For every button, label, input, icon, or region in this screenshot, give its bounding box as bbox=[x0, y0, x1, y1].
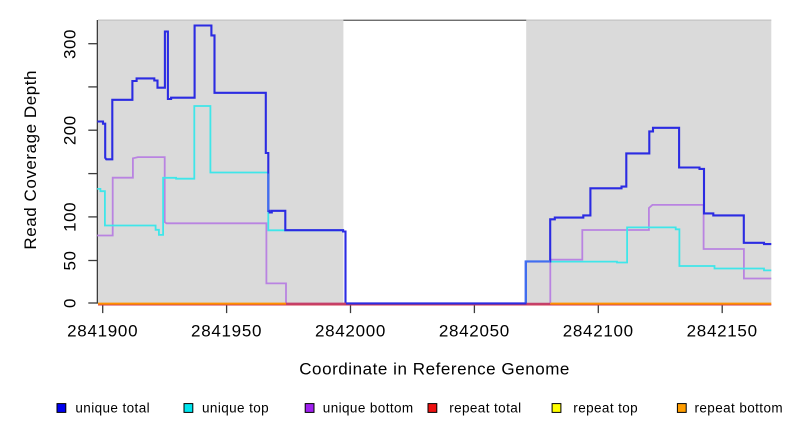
svg-text:50: 50 bbox=[61, 251, 80, 271]
svg-text:2842100: 2842100 bbox=[563, 322, 634, 341]
svg-text:2842150: 2842150 bbox=[687, 322, 758, 341]
svg-text:200: 200 bbox=[61, 115, 80, 145]
svg-text:Coordinate in Reference Genome: Coordinate in Reference Genome bbox=[299, 360, 570, 379]
svg-text:unique top: unique top bbox=[202, 400, 269, 415]
svg-text:repeat top: repeat top bbox=[573, 400, 638, 415]
svg-text:0: 0 bbox=[61, 298, 80, 308]
svg-text:300: 300 bbox=[61, 29, 80, 59]
svg-text:unique total: unique total bbox=[75, 400, 150, 415]
svg-text:100: 100 bbox=[61, 202, 80, 232]
svg-text:repeat total: repeat total bbox=[449, 400, 521, 415]
svg-text:2842050: 2842050 bbox=[439, 322, 510, 341]
svg-text:unique bottom: unique bottom bbox=[323, 400, 414, 415]
svg-text:2841950: 2841950 bbox=[191, 322, 262, 341]
svg-text:2842000: 2842000 bbox=[315, 322, 386, 341]
svg-text:Read Coverage Depth: Read Coverage Depth bbox=[21, 70, 40, 250]
svg-text:repeat bottom: repeat bottom bbox=[695, 400, 784, 415]
svg-text:2841900: 2841900 bbox=[67, 322, 138, 341]
